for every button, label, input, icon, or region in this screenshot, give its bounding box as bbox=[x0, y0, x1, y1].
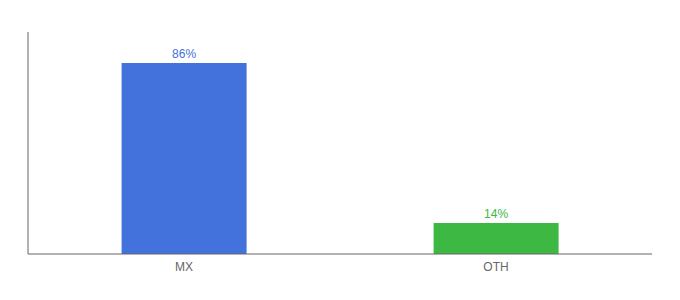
svg-text:MX: MX bbox=[175, 260, 193, 274]
svg-text:OTH: OTH bbox=[483, 260, 508, 274]
svg-text:14%: 14% bbox=[484, 207, 508, 221]
svg-text:86%: 86% bbox=[172, 47, 196, 61]
